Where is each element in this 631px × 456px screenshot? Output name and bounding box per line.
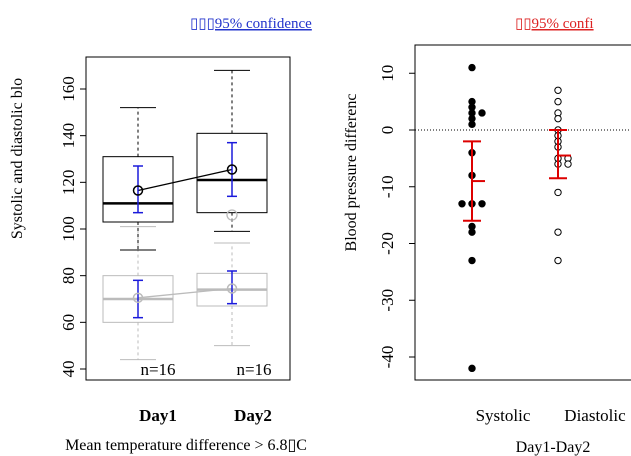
- data-point: [554, 114, 562, 123]
- y-tick-label: 120: [59, 170, 78, 196]
- y-tick-label: -20: [378, 232, 397, 255]
- right-scatter-panel: 10 0 -10 -20 -30 -40 Blood pressure differenc ▯…: [343, 16, 631, 456]
- data-point: [468, 63, 476, 72]
- chart-title: ▯▯95% confi: [515, 16, 594, 32]
- y-tick-label: -40: [378, 346, 397, 369]
- y-tick-label: 0: [378, 126, 397, 135]
- plot-frame: [414, 44, 631, 381]
- y-axis-label: Blood pressure differenc: [343, 94, 360, 252]
- y-tick-label: 40: [59, 361, 78, 378]
- data-point: [468, 228, 476, 236]
- y-tick-label: 160: [59, 76, 78, 102]
- data-point: [554, 256, 562, 265]
- plot-frame: [85, 56, 291, 381]
- data-point: [478, 109, 486, 117]
- mean-point: [132, 292, 144, 304]
- x-axis-label: Day1-Day2: [516, 439, 591, 456]
- n-label: n=16: [140, 360, 175, 379]
- data-point: [468, 256, 476, 265]
- y-tick-label: 100: [59, 216, 78, 242]
- data-point: [468, 364, 476, 373]
- y-tick-label: 140: [59, 123, 78, 149]
- x-category-label: Diastolic: [564, 406, 626, 425]
- y-tick-label: -10: [378, 175, 397, 198]
- data-point: [478, 200, 486, 208]
- outlier-point: [226, 209, 238, 221]
- data-point: [458, 200, 466, 208]
- mean-connector: [137, 287, 233, 299]
- data-point: [564, 160, 572, 168]
- data-point: [554, 228, 562, 236]
- left-boxplot-panel: 40 60 80 100 120 140 160 Systolic and diastolic…: [9, 16, 312, 454]
- box: [196, 132, 268, 214]
- x-axis-label: Mean temperature difference > 6.8▯C: [65, 437, 307, 454]
- y-tick-label: 80: [59, 267, 78, 284]
- y-tick-label: 10: [378, 65, 397, 82]
- mean-point: [226, 164, 238, 175]
- x-category-label: Day1: [139, 406, 177, 425]
- mean-connector: [137, 168, 233, 192]
- n-label: n=16: [236, 360, 271, 379]
- chart-title: ▯▯▯95% confidence: [190, 16, 312, 32]
- data-point: [554, 97, 562, 106]
- x-category-label: Day2: [234, 406, 272, 425]
- y-axis-label: Systolic and diastolic blo: [9, 78, 26, 239]
- data-point: [554, 86, 562, 94]
- mean-point: [226, 283, 238, 294]
- x-category-label: Systolic: [476, 406, 531, 425]
- box: [102, 156, 174, 223]
- data-point: [468, 120, 476, 129]
- y-tick-label: 60: [59, 314, 78, 331]
- data-point: [554, 188, 562, 197]
- y-tick-label: -30: [378, 289, 397, 312]
- mean-point: [132, 185, 144, 196]
